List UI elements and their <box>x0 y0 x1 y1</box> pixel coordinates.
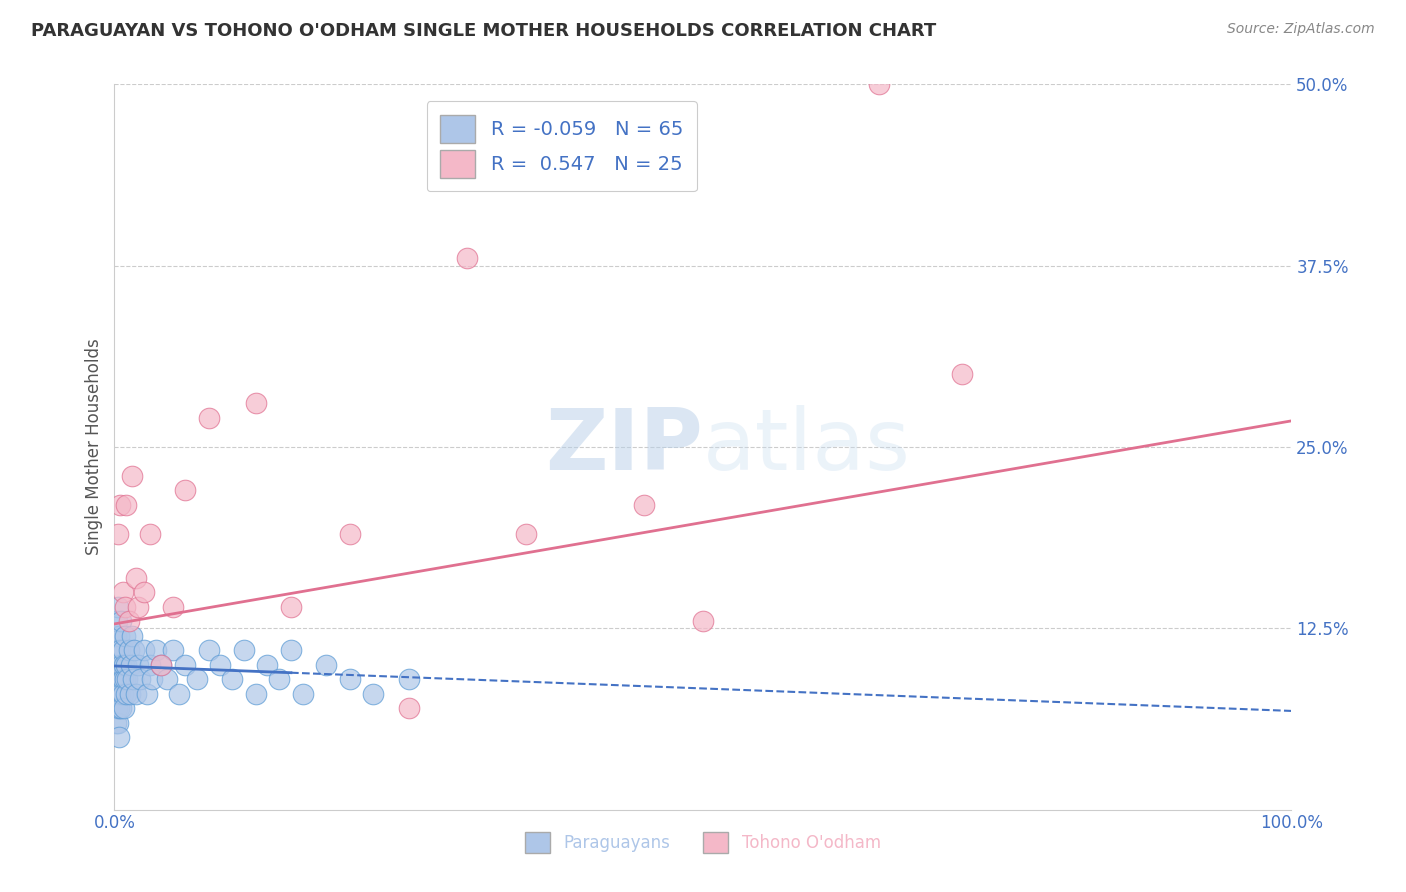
Point <box>112 701 135 715</box>
Point <box>107 643 129 657</box>
Point <box>129 672 152 686</box>
Point <box>122 672 145 686</box>
Point <box>105 686 128 700</box>
Point <box>107 715 129 730</box>
Point <box>108 657 131 672</box>
Point <box>339 527 361 541</box>
Point <box>105 701 128 715</box>
Point <box>114 672 136 686</box>
Point <box>107 686 129 700</box>
Point <box>197 643 219 657</box>
Point <box>221 672 243 686</box>
Point <box>280 599 302 614</box>
Point <box>120 657 142 672</box>
Point <box>124 643 146 657</box>
Point <box>104 672 127 686</box>
Text: atlas: atlas <box>703 406 911 489</box>
Point <box>104 715 127 730</box>
Point <box>291 686 314 700</box>
Point <box>339 672 361 686</box>
Point <box>256 657 278 672</box>
Point <box>124 570 146 584</box>
Text: Source: ZipAtlas.com: Source: ZipAtlas.com <box>1227 22 1375 37</box>
Point <box>115 657 138 672</box>
Point <box>107 672 129 686</box>
Point <box>118 686 141 700</box>
Point <box>127 657 149 672</box>
Point <box>132 643 155 657</box>
Y-axis label: Single Mother Households: Single Mother Households <box>86 339 103 556</box>
Point <box>132 585 155 599</box>
Point <box>141 672 163 686</box>
Point <box>209 657 232 672</box>
Point <box>124 686 146 700</box>
Point <box>114 599 136 614</box>
Point <box>111 686 134 700</box>
Point <box>127 599 149 614</box>
Point <box>950 368 973 382</box>
Point <box>108 628 131 642</box>
Point <box>868 78 890 92</box>
Point <box>398 672 420 686</box>
Point <box>110 701 132 715</box>
Point <box>150 657 173 672</box>
Point <box>315 657 337 672</box>
Point <box>117 614 139 628</box>
Point <box>245 396 267 410</box>
Point <box>150 657 173 672</box>
Point <box>136 686 159 700</box>
Point <box>692 614 714 628</box>
Point <box>280 643 302 657</box>
Point <box>138 657 160 672</box>
Point <box>162 599 184 614</box>
Point <box>115 498 138 512</box>
Point <box>107 527 129 541</box>
Point <box>110 643 132 657</box>
Point <box>174 657 197 672</box>
Point <box>121 628 143 642</box>
Point <box>269 672 291 686</box>
Point <box>108 701 131 715</box>
Point <box>111 643 134 657</box>
Point <box>111 585 134 599</box>
Point <box>138 527 160 541</box>
Point <box>117 672 139 686</box>
Point <box>107 599 129 614</box>
Point <box>232 643 254 657</box>
Point <box>145 643 167 657</box>
Text: ZIP: ZIP <box>546 406 703 489</box>
Point <box>108 730 131 744</box>
Point <box>111 672 134 686</box>
Point <box>398 701 420 715</box>
Point <box>114 628 136 642</box>
Point <box>105 657 128 672</box>
Point <box>515 527 537 541</box>
Point <box>110 614 132 628</box>
Point <box>112 657 135 672</box>
Text: PARAGUAYAN VS TOHONO O'ODHAM SINGLE MOTHER HOUSEHOLDS CORRELATION CHART: PARAGUAYAN VS TOHONO O'ODHAM SINGLE MOTH… <box>31 22 936 40</box>
Point <box>167 686 190 700</box>
Point <box>156 672 179 686</box>
Point <box>105 614 128 628</box>
Point <box>110 672 132 686</box>
Point <box>162 643 184 657</box>
Legend: R = -0.059   N = 65, R =  0.547   N = 25: R = -0.059 N = 65, R = 0.547 N = 25 <box>426 102 697 192</box>
Point <box>456 252 478 266</box>
Point <box>633 498 655 512</box>
Point <box>110 657 132 672</box>
Point <box>363 686 385 700</box>
Point <box>186 672 208 686</box>
Point <box>110 686 132 700</box>
Point <box>197 411 219 425</box>
Point <box>110 498 132 512</box>
Point <box>115 686 138 700</box>
Point <box>117 643 139 657</box>
Point <box>104 628 127 642</box>
Point <box>121 469 143 483</box>
Point <box>174 483 197 498</box>
Point <box>245 686 267 700</box>
